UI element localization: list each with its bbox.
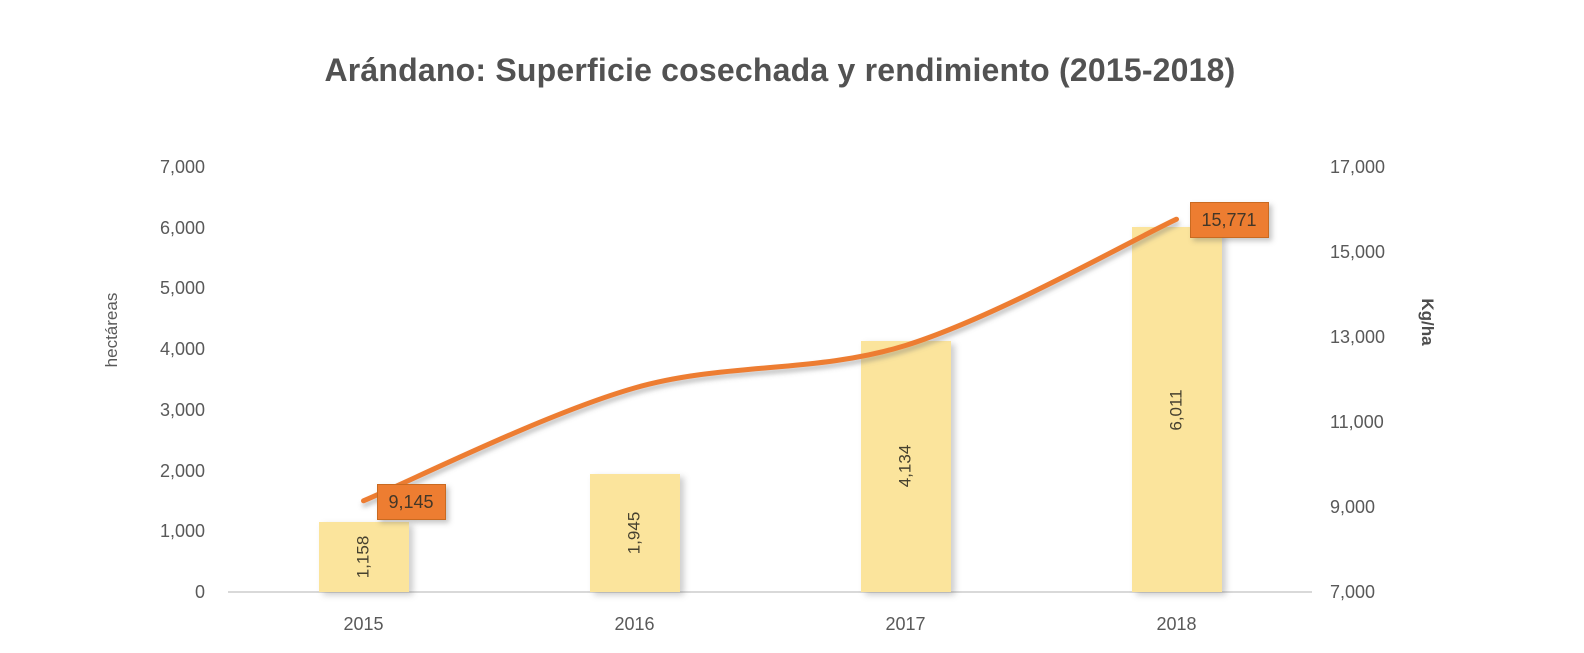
right-axis-tick: 13,000 (1330, 327, 1386, 347)
bar-value-label: 6,011 (1166, 388, 1186, 431)
right-axis-title: Kg/ha (1418, 298, 1437, 346)
right-axis-tick: 17,000 (1330, 157, 1386, 177)
line-point-label: 15,771 (1189, 202, 1269, 239)
right-axis-tick: 15,000 (1330, 242, 1386, 262)
rendimiento-line (361, 216, 1179, 504)
x-axis-label: 2015 (343, 614, 384, 634)
bar: 1,158 (318, 521, 409, 592)
left-axis-tick: 7,000 (159, 157, 205, 177)
right-axis-tick: 9,000 (1330, 497, 1376, 517)
right-axis-tick: 11,000 (1330, 412, 1384, 432)
bar-value-label: 4,134 (895, 445, 915, 488)
x-axis-label: 2016 (614, 614, 655, 634)
bar: 1,945 (589, 473, 680, 592)
left-axis-title: hectáreas (102, 292, 121, 368)
chart-title: Arándano: Superficie cosechada y rendimi… (324, 52, 1236, 88)
bar-value-label: 1,945 (624, 511, 644, 555)
x-axis-line (228, 591, 1312, 593)
x-axis-label: 2017 (885, 614, 926, 634)
left-axis-tick: 0 (194, 582, 205, 602)
left-axis-tick: 3,000 (159, 399, 205, 420)
line-point-label: 9,145 (376, 483, 446, 520)
left-axis-tick: 1,000 (159, 521, 205, 542)
bar: 6,011 (1131, 227, 1222, 592)
x-axis-label: 2018 (1156, 614, 1197, 634)
left-axis-tick: 5,000 (159, 278, 205, 299)
left-axis-tick: 6,000 (159, 217, 205, 238)
right-axis-tick: 7,000 (1330, 582, 1376, 602)
left-axis-tick: 4,000 (159, 339, 205, 360)
bar-value-label: 1,158 (353, 535, 373, 579)
left-axis-tick: 2,000 (159, 460, 205, 481)
bar: 4,134 (860, 341, 951, 592)
